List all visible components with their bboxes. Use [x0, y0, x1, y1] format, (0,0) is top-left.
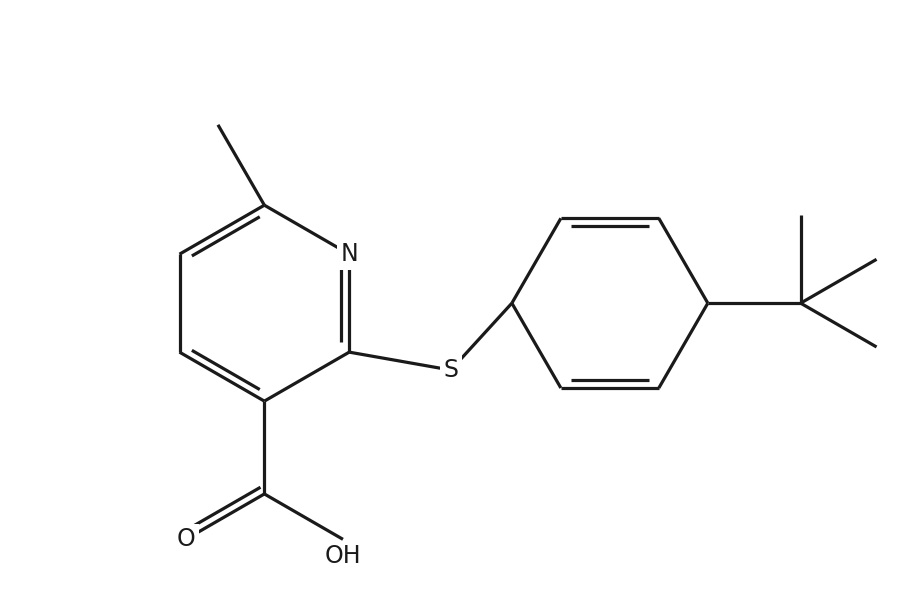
Text: S: S — [444, 358, 458, 382]
Text: OH: OH — [325, 545, 361, 569]
Text: N: N — [340, 242, 358, 266]
Text: O: O — [176, 527, 195, 551]
